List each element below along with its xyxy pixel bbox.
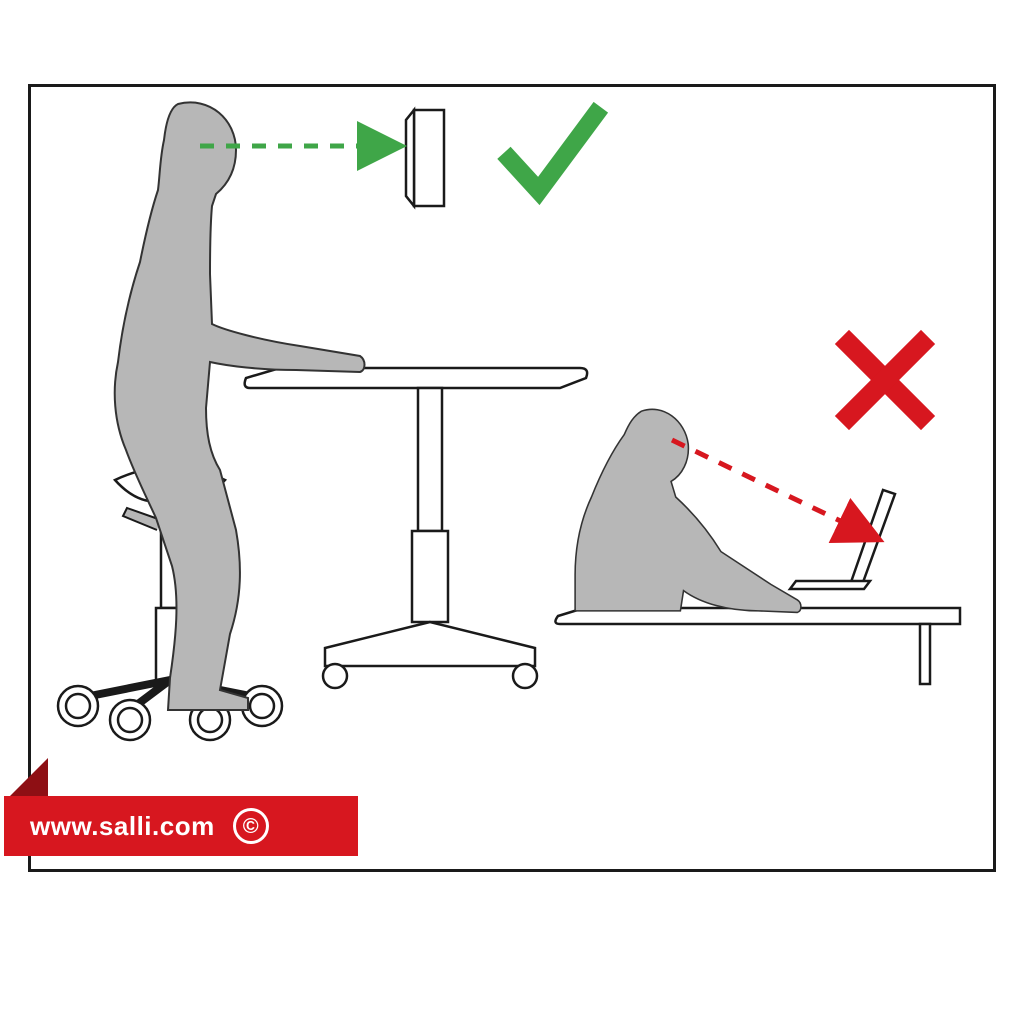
bad-person-silhouette bbox=[575, 409, 801, 612]
posture-diagram bbox=[0, 0, 1024, 1024]
bad-laptop bbox=[790, 490, 895, 589]
bad-posture-panel bbox=[555, 344, 960, 684]
bad-desk bbox=[555, 608, 960, 684]
good-monitor bbox=[406, 110, 444, 206]
good-person-silhouette bbox=[115, 102, 365, 710]
checkmark-icon bbox=[510, 115, 596, 192]
good-desk bbox=[245, 368, 587, 688]
good-posture-panel bbox=[58, 102, 596, 740]
cross-icon bbox=[849, 344, 921, 416]
bad-sightline-arrow bbox=[672, 440, 880, 540]
